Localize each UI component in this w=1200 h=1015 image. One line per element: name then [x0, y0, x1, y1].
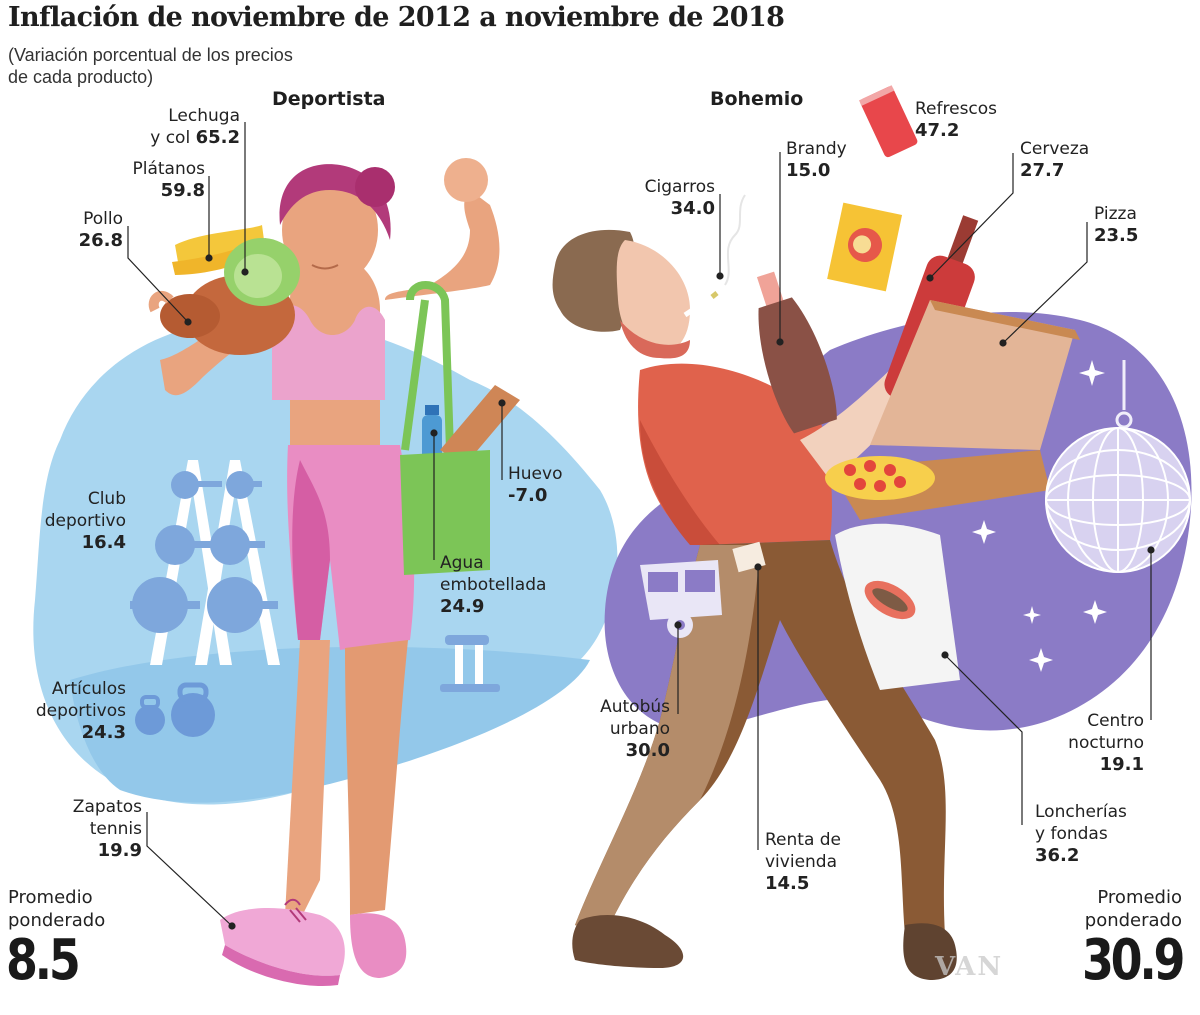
kettlebell-icon [135, 682, 215, 737]
value-zapatos-tennis: 19.9 [97, 840, 142, 861]
value-pollo: 26.8 [78, 230, 123, 251]
value-renta-de-vivienda: 14.5 [765, 873, 810, 894]
label-loncherias-y-fondas: Loncherías y fondas 36.2 [1035, 802, 1127, 866]
food-basket-icon [148, 225, 300, 355]
label-agua-embotellada: Agua embotellada 24.9 [440, 553, 547, 617]
label-zapatos-tennis: Zapatos tennis 19.9 [40, 796, 142, 862]
value-platanos: 59.8 [160, 180, 205, 201]
deportista-heading: Deportista [272, 88, 386, 110]
bohemio-average-value: 30.9 [1081, 928, 1185, 993]
value-lechuga-y-col: 65.2 [195, 127, 240, 148]
value-autobus-urbano: 30.0 [625, 740, 670, 761]
sparkle-icons [972, 360, 1107, 672]
value-pizza: 23.5 [1094, 225, 1139, 246]
chart-subtitle: (Variación porcentual de los precios de … [8, 44, 388, 88]
bohemio-average-label: Promedio ponderado [1084, 887, 1182, 931]
value-brandy: 15.0 [786, 160, 831, 181]
label-renta-de-vivienda: Renta de vivienda 14.5 [765, 830, 842, 894]
label-platanos: Plátanos 59.8 [110, 158, 205, 202]
value-cigarros: 34.0 [670, 198, 715, 219]
chart-title: Inflación de noviembre de 2012 a noviemb… [8, 2, 785, 33]
value-huevo: -7.0 [508, 485, 548, 506]
label-centro-nocturno: Centro nocturno 19.1 [1040, 710, 1144, 776]
label-refrescos: Refrescos 47.2 [915, 99, 998, 141]
label-club-deportivo: Club deportivo 16.4 [20, 488, 126, 554]
label-brandy: Brandy 15.0 [786, 139, 847, 181]
label-cigarros: Cigarros 34.0 [620, 176, 715, 220]
label-pizza: Pizza 23.5 [1094, 204, 1139, 246]
subtitle-line-1: (Variación porcentual de los precios [8, 45, 293, 65]
athlete-woman-figure [160, 158, 500, 986]
value-refrescos: 47.2 [915, 120, 960, 141]
label-huevo: Huevo -7.0 [508, 464, 563, 506]
deportista-average-label: Promedio ponderado [8, 887, 106, 931]
value-centro-nocturno: 19.1 [1099, 754, 1144, 775]
weight-rack-icon [130, 460, 280, 665]
bench-icon [440, 635, 500, 692]
label-articulos-deportivos: Artículos deportivos 24.3 [10, 678, 126, 744]
chips-bag-icon [827, 202, 903, 292]
takeout-bag-icon [835, 523, 960, 690]
bohemio-heading: Bohemio [710, 88, 804, 110]
watermark: VAN [935, 952, 1004, 982]
label-cerveza: Cerveza 27.7 [1020, 139, 1090, 181]
value-articulos-deportivos: 24.3 [81, 722, 126, 743]
subtitle-line-2: de cada producto) [8, 67, 154, 87]
value-loncherias-y-fondas: 36.2 [1035, 845, 1080, 866]
value-club-deportivo: 16.4 [81, 532, 126, 553]
label-autobus-urbano: Autobús urbano 30.0 [570, 696, 670, 762]
value-agua-embotellada: 24.9 [440, 596, 485, 617]
label-pollo: Pollo 26.8 [60, 208, 123, 252]
bus-icon [640, 560, 722, 638]
pizza-box-icon [825, 300, 1080, 520]
brandy-bottle-icon [756, 271, 837, 434]
value-cerveza: 27.7 [1020, 160, 1065, 181]
disco-ball-icon [1045, 360, 1191, 573]
deportista-average-value: 8.5 [6, 928, 81, 993]
soda-can-icon [859, 85, 918, 158]
label-lechuga-y-col: Lechuga y col 65.2 [150, 106, 240, 148]
leader-lines [127, 122, 1155, 930]
